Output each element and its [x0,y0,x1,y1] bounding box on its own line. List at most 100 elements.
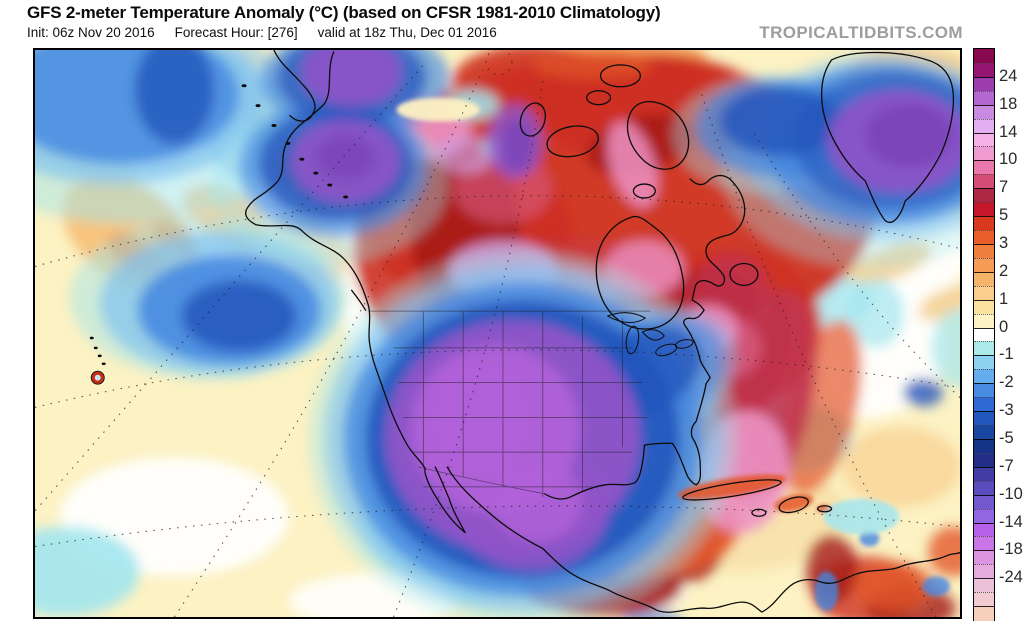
colorbar-tick-label: 14 [999,122,1018,141]
aleutian-islands [241,84,349,199]
forecast-hour-label: Forecast Hour: [276] [174,25,298,40]
valid-time-label: valid at 18z Thu, Dec 01 2016 [317,25,497,40]
colorbar-segment [974,146,994,161]
coastline-hudson-bay [595,215,685,330]
coastline-lake-erie [655,343,678,357]
coastline-west-alaska [245,51,466,534]
colorbar-segment [974,341,994,356]
anomaly-map [35,50,960,617]
coastline-southampton-island [632,183,656,199]
colorbar-segment [974,592,994,607]
colorbar-tick-label: 5 [999,206,1009,225]
coastline-cuba [682,479,782,501]
coastline-gulf-eastcoast [544,174,746,500]
colorbar-segment [974,118,994,134]
colorbar-segment [974,452,994,468]
colorbar-tick-label: -3 [999,401,1014,420]
colorbar-segment [974,49,994,64]
colorbar-segment [974,104,994,120]
colorbar-segment [974,285,994,301]
colorbar-tick-label: 18 [999,94,1018,113]
coastline-great-lakes [607,312,665,341]
ocean-darkblue-blobs [134,50,944,407]
colorbar-tick-label: 10 [999,150,1018,169]
cold-deep-violet-blobs [315,103,954,180]
coastline-chukotka [273,50,316,122]
colorbar-segment [974,564,994,579]
colorbar-segment [974,494,994,510]
colorbar-tick-label: -7 [999,456,1014,475]
hawaii-islands [89,336,106,385]
colorbar-segment [974,522,994,538]
colorbar-segment [974,369,994,384]
colorbar-segment [974,550,994,565]
colorbar-segment [974,230,994,245]
colorbar-segment [974,411,994,426]
colorbar-segment [974,188,994,203]
colorbar-tick-label: 1 [999,289,1009,308]
colorbar-segment [974,257,994,273]
colorbar-segment [974,216,994,231]
coastline-newfoundland [729,262,759,286]
colorbar-segment [974,62,994,78]
colorbar-segment [974,383,994,398]
colorbar-tick-label: -5 [999,428,1014,447]
colorbar-segment [974,480,994,496]
colorbar-segment [974,327,994,343]
coastline-vancouver-island [350,289,367,311]
colorbar-segment [974,160,994,175]
colorbar-segment [974,90,994,106]
colorbar-tick-label: 7 [999,178,1009,197]
colorbar-tick-label: -14 [999,512,1023,531]
colorbar-segment [974,313,994,329]
colorbar-labels: 24 18 14 10 7 5 3 2 1 0 -1 -2 -3 -5 -7 -10 -14 -18 -24 [999,48,1024,619]
cold-magenta-blobs [410,344,583,542]
colorbar-tick-label: -2 [999,373,1014,392]
colorbar-tick-label: 0 [999,317,1009,336]
colorbar-segment [974,438,994,454]
colorbar-segment [974,76,994,92]
colorbar-segment [974,606,994,621]
colorbar-tick-label: -24 [999,568,1023,587]
colorbar-segment [974,355,994,370]
colorbar-tick-label: -10 [999,484,1023,503]
colorbar-segment [974,425,994,440]
colorbar-tick-label: 2 [999,261,1009,280]
coastline-puerto-rico [816,505,833,513]
coastline-hispaniola [778,496,809,514]
coastline-devon-island [585,90,612,106]
coastline-lake-michigan [625,325,640,355]
colorbar-tick-label: 24 [999,66,1018,85]
coastline-lake-ontario [674,339,694,349]
anomaly-map-frame [33,48,962,619]
state-borders [368,310,651,497]
colorbar-tick-label: 3 [999,233,1009,252]
colorbar-segment [974,174,994,189]
coastline-victoria-island [546,125,599,158]
coastline-banks-island [519,102,547,137]
page-title: GFS 2-meter Temperature Anomaly (°C) (ba… [27,3,661,22]
colorbar-segment [974,466,994,482]
graticule [35,50,960,617]
colorbar-segment [974,397,994,412]
colorbar-segment [974,243,994,259]
south-america-cyan-patch [823,498,900,535]
model-run-info: Init: 06z Nov 20 2016 Forecast Hour: [276… [27,25,517,40]
coastline-jamaica [751,508,767,517]
coastlines [245,50,960,613]
colorbar-tick-label: -1 [999,345,1014,364]
colorbar-tick-label: -18 [999,540,1023,559]
colorbar-segment [974,132,994,148]
colorbar-segment [974,536,994,551]
coastline-mexico-central-america [446,466,960,613]
coastline-baffin-island [626,101,690,170]
site-watermark: TROPICALTIDBITS.COM [759,23,963,42]
colorbar-segment [974,508,994,524]
hawaii-big-island-warm-ring [91,371,104,384]
colorbar-segment [974,202,994,217]
colorbar [973,48,995,621]
colorbar-segment [974,271,994,287]
coastline-greenland [821,51,955,223]
polar-cream-band [396,97,481,122]
init-time-label: Init: 06z Nov 20 2016 [27,25,155,40]
